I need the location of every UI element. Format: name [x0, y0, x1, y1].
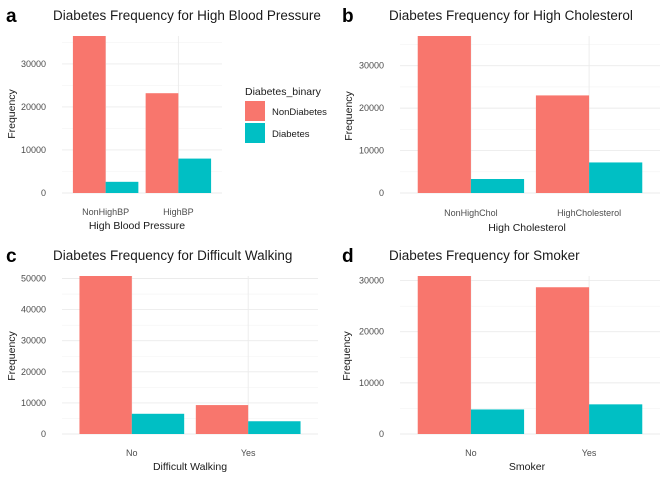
panel-title: Diabetes Frequency for High Cholesterol [389, 8, 633, 23]
bar-diabetes-no [131, 413, 185, 434]
panel-smoker: d Diabetes Frequency for Smoker 0 10000 20… [341, 246, 660, 473]
panel-letter: d [342, 246, 354, 267]
bar-nondiabetes-no [417, 276, 471, 434]
y-axis-title: Frequency [6, 88, 18, 138]
y-tick-label: 0 [41, 429, 46, 439]
bar-nondiabetes-nonhighchol [417, 36, 471, 193]
y-tick-label: 10000 [21, 398, 46, 408]
y-tick-label: 20000 [21, 367, 46, 377]
y-tick-label: 30000 [359, 276, 384, 286]
bar-nondiabetes-yes [195, 405, 249, 434]
x-tick-label: HighBP [163, 207, 194, 217]
y-tick-label: 30000 [21, 336, 46, 346]
legend: Diabetes_binary NonDiabetes Diabetes [245, 86, 327, 143]
bar-diabetes-yes [248, 421, 301, 434]
x-tick-label: Yes [241, 448, 256, 458]
y-tick-label: 40000 [21, 305, 46, 315]
bar-diabetes-nonhighbp [105, 181, 139, 193]
bar-diabetes-highbp [178, 158, 212, 193]
bar-nondiabetes-highbp [145, 93, 179, 193]
panel-title: Diabetes Frequency for Smoker [389, 248, 580, 263]
y-tick-labels: 0 10000 20000 30000 [21, 59, 46, 198]
panel-letter: a [6, 6, 17, 27]
bar-diabetes-yes [589, 404, 643, 434]
x-tick-label: HighCholesterol [557, 208, 621, 218]
bar-diabetes-highcholesterol [589, 162, 643, 193]
bars [79, 276, 301, 434]
x-tick-labels: NonHighBP HighBP [82, 207, 194, 217]
y-tick-label: 30000 [21, 59, 46, 69]
panel-letter: c [6, 246, 17, 267]
bar-nondiabetes-highcholesterol [535, 95, 590, 193]
x-tick-labels: No Yes [465, 448, 597, 458]
y-axis-title: Frequency [341, 330, 353, 380]
bar-nondiabetes-yes [535, 287, 590, 434]
bars [417, 276, 643, 434]
y-tick-label: 10000 [359, 146, 384, 156]
x-tick-labels: No Yes [126, 448, 256, 458]
y-tick-label: 0 [379, 188, 384, 198]
bar-nondiabetes-nonhighbp [72, 36, 106, 193]
y-tick-label: 50000 [21, 273, 46, 283]
y-axis-title: Frequency [343, 90, 355, 140]
y-axis-title: Frequency [6, 330, 18, 380]
y-tick-label: 20000 [359, 103, 384, 113]
panel-letter: b [342, 6, 354, 27]
x-axis-title: High Blood Pressure [89, 220, 185, 232]
panel-high-blood-pressure: a Diabetes Frequency for High Blood Pres… [6, 6, 321, 232]
panel-title: Diabetes Frequency for High Blood Pressu… [53, 8, 321, 23]
y-tick-label: 30000 [359, 61, 384, 71]
y-tick-labels: 0 10000 20000 30000 [359, 61, 384, 198]
y-tick-labels: 0 10000 20000 30000 40000 50000 [21, 273, 46, 439]
y-tick-labels: 0 10000 20000 30000 [359, 276, 384, 439]
x-axis-title: Smoker [509, 461, 546, 473]
legend-swatch-diabetes [245, 123, 265, 143]
bar-diabetes-no [470, 409, 525, 434]
y-tick-label: 10000 [21, 145, 46, 155]
panel-difficult-walking: c Diabetes Frequency for Difficult Walki… [6, 246, 318, 473]
legend-swatch-nondiabetes [245, 101, 265, 121]
bars [72, 36, 212, 193]
y-tick-label: 10000 [359, 378, 384, 388]
x-axis-title: High Cholesterol [488, 222, 566, 234]
x-axis-title: Difficult Walking [153, 461, 227, 473]
y-tick-label: 0 [41, 188, 46, 198]
bar-nondiabetes-no [79, 276, 132, 434]
panel-title: Diabetes Frequency for Difficult Walking [53, 248, 292, 263]
y-tick-label: 20000 [21, 102, 46, 112]
bar-diabetes-nonhighchol [470, 178, 525, 193]
legend-title: Diabetes_binary [245, 86, 322, 98]
legend-label-diabetes: Diabetes [272, 129, 310, 140]
y-tick-label: 0 [379, 429, 384, 439]
x-tick-label: NonHighBP [82, 207, 129, 217]
x-tick-labels: NonHighChol HighCholesterol [444, 208, 621, 218]
bars [417, 36, 643, 193]
y-tick-label: 20000 [359, 327, 384, 337]
panel-high-cholesterol: b Diabetes Frequency for High Cholestero… [342, 6, 660, 234]
x-tick-label: Yes [582, 448, 597, 458]
x-tick-label: No [126, 448, 138, 458]
x-tick-label: No [465, 448, 477, 458]
legend-label-nondiabetes: NonDiabetes [272, 107, 327, 118]
x-tick-label: NonHighChol [444, 208, 498, 218]
